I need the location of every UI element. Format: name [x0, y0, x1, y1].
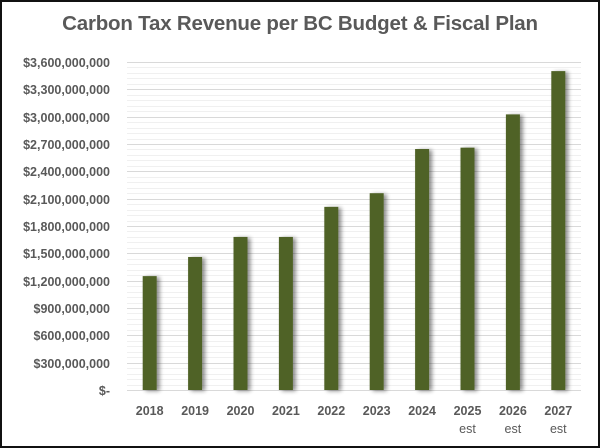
y-tick-label: $600,000,000	[34, 329, 111, 343]
bar-2019	[188, 256, 203, 390]
x-tick-label: 2018	[136, 404, 164, 418]
x-tick-label: 2027 est	[544, 404, 572, 436]
bar-2027-est	[551, 71, 566, 390]
x-tick-label: 2020	[227, 404, 255, 418]
y-tick-label: $2,100,000,000	[23, 193, 110, 207]
y-tick-label: $3,000,000,000	[23, 111, 110, 125]
y-tick-label: $1,200,000,000	[23, 275, 110, 289]
bars	[142, 71, 566, 390]
chart-title: Carbon Tax Revenue per BC Budget & Fisca…	[62, 12, 538, 35]
y-tick-label: $1,800,000,000	[23, 220, 110, 234]
bar-2021	[278, 236, 293, 390]
y-tick-label: $300,000,000	[34, 357, 111, 371]
x-axis-tick-labels: 2018 2019 2020 2021 2022 2023 2024 2025 est 2026 e…	[136, 404, 572, 436]
x-tick-label: 2026 est	[499, 404, 527, 436]
bar-2020	[233, 236, 248, 390]
bar-2026-est	[505, 114, 520, 390]
y-tick-label: $-	[99, 384, 110, 398]
y-tick-label: $3,600,000,000	[23, 56, 110, 70]
x-tick-label: 2021	[272, 404, 300, 418]
bar-2022	[324, 206, 339, 390]
y-tick-label: $1,500,000,000	[23, 247, 110, 261]
major-gridlines	[127, 62, 581, 391]
x-tick-label: 2022	[317, 404, 345, 418]
y-axis-tick-labels: $- $300,000,000 $600,000,000 $900,000,000 $1…	[23, 56, 110, 398]
y-tick-label: $900,000,000	[34, 302, 111, 316]
x-tick-label: 2019	[181, 404, 209, 418]
x-tick-label: 2025 est	[454, 404, 482, 436]
bar-2024	[415, 149, 430, 390]
x-tick-label: 2023	[363, 404, 391, 418]
bar-2025-est	[460, 147, 475, 390]
x-tick-label: 2024	[408, 404, 436, 418]
y-tick-label: $3,300,000,000	[23, 83, 110, 97]
bar-2018	[142, 276, 157, 390]
y-tick-label: $2,400,000,000	[23, 165, 110, 179]
bar-2023	[369, 193, 384, 390]
y-tick-label: $2,700,000,000	[23, 138, 110, 152]
